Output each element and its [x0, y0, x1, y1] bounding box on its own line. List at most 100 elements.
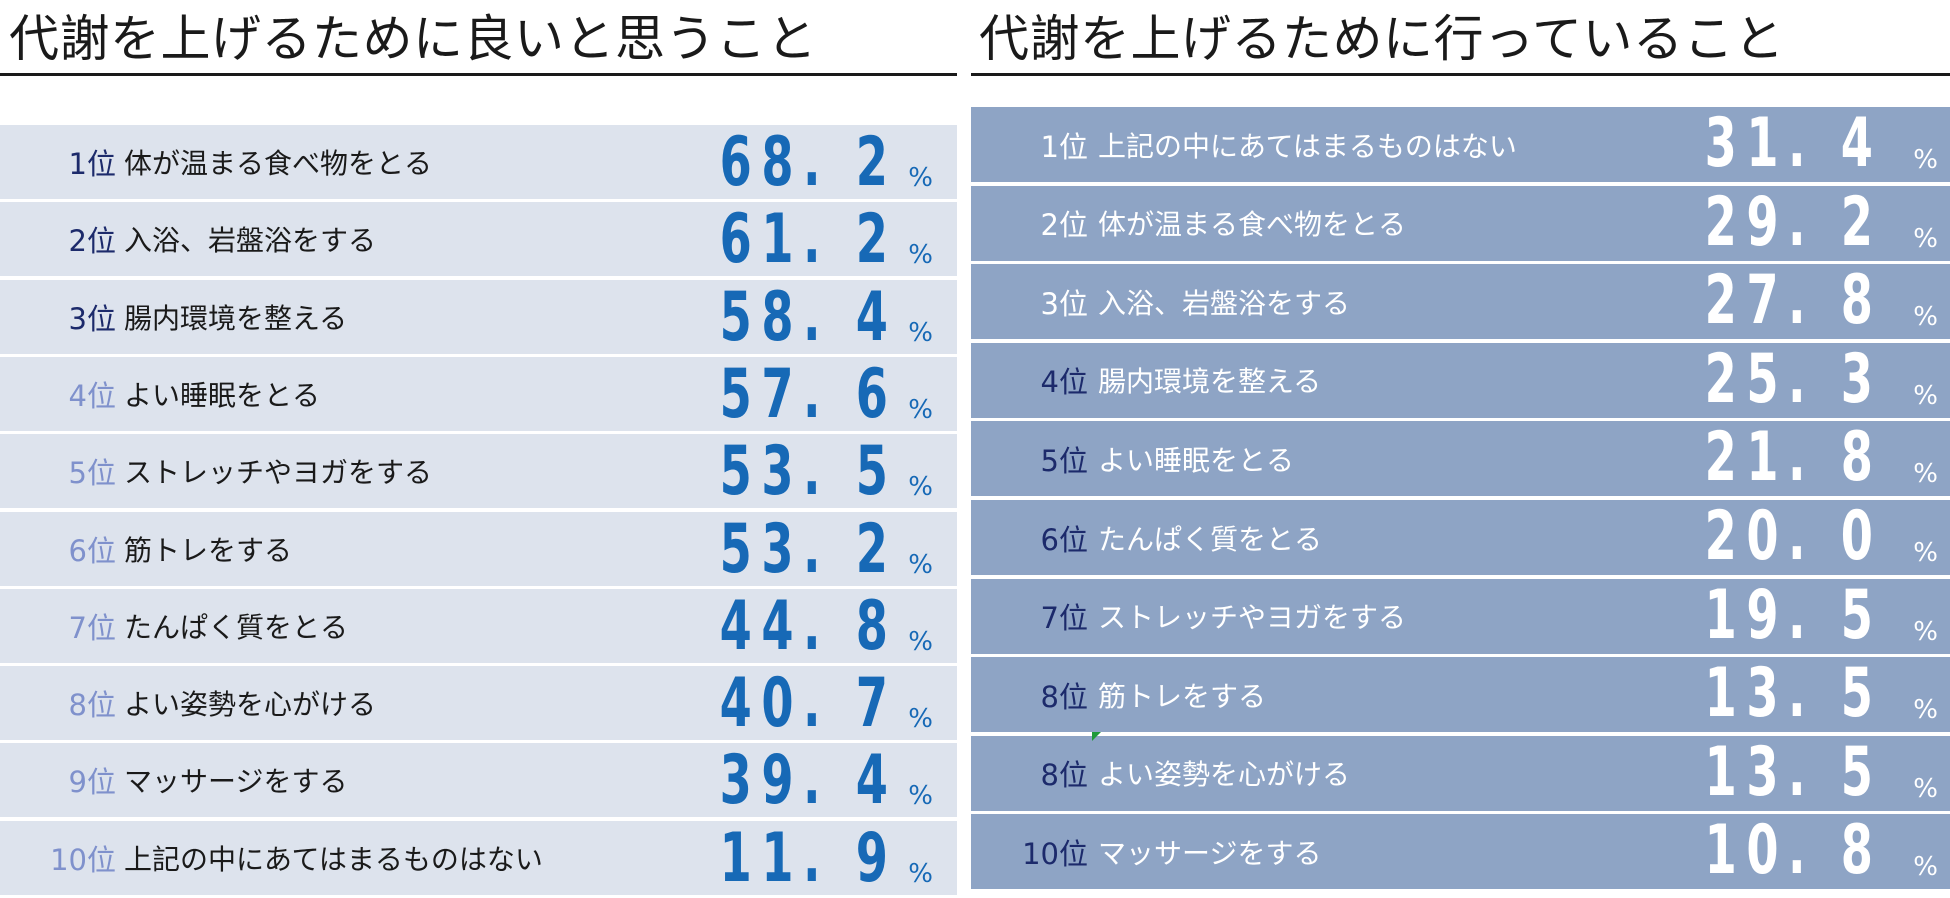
left-ranking-row: 4位 よい睡眠をとる 57. 6%	[0, 354, 957, 434]
percent-value: 20. 0	[1704, 497, 1882, 576]
percent-value: 21. 8	[1704, 418, 1882, 498]
item-label: たんぱく質をとる	[1098, 522, 1323, 556]
rank-label: 2位	[1040, 208, 1088, 243]
right-ranking-row: 3位 入浴、岩盤浴をする 27. 8%	[971, 264, 1950, 340]
item-label: 腸内環境を整える	[1098, 365, 1322, 399]
percent-value: 19. 5	[1704, 575, 1882, 655]
percent-unit: %	[908, 858, 933, 889]
percent-value: 68. 2	[719, 123, 897, 202]
percent-value: 11. 9	[719, 818, 897, 898]
right-title-rule	[971, 73, 1950, 76]
item-label: マッサージをする	[124, 765, 348, 799]
comment-marker-icon	[1092, 731, 1101, 741]
item-label: 筋トレをする	[124, 533, 293, 567]
percent-value: 25. 3	[1704, 339, 1882, 419]
left-ranking-row: 6位 筋トレをする 53. 2%	[0, 509, 957, 589]
rank-label: 10位	[50, 842, 116, 877]
left-ranking-row: 8位 よい姿勢を心がける 40. 7%	[0, 664, 957, 744]
percent-value: 31. 4	[1704, 104, 1882, 183]
item-label: ストレッチやヨガをする	[124, 456, 433, 490]
percent-value: 61. 2	[719, 200, 897, 280]
right-ranking-row: 8位 よい姿勢を心がける 13. 5%	[971, 731, 1950, 812]
percent-unit: %	[908, 317, 933, 348]
item-label: よい姿勢を心がける	[124, 688, 377, 722]
rank-label: 2位	[68, 224, 116, 259]
percent-value: 53. 5	[719, 432, 897, 512]
item-label: 腸内環境を整える	[124, 301, 348, 335]
rank-label: 7位	[1040, 601, 1088, 636]
item-label: よい姿勢を心がける	[1098, 758, 1351, 792]
percent-value: 57. 6	[719, 354, 897, 434]
rank-label: 6位	[1040, 522, 1088, 557]
rank-label: 8位	[1040, 758, 1088, 793]
percent-unit: %	[1913, 773, 1938, 804]
rank-label: 1位	[1040, 129, 1088, 164]
right-ranking-row: 5位 よい睡眠をとる 21. 8%	[971, 418, 1950, 498]
left-ranking-row: 3位 腸内環境を整える 58. 4%	[0, 277, 957, 357]
percent-value: 53. 2	[719, 509, 897, 589]
percent-unit: %	[908, 549, 933, 580]
percent-value: 44. 8	[719, 586, 897, 666]
rank-label: 4位	[68, 378, 116, 413]
percent-unit: %	[908, 704, 933, 735]
percent-unit: %	[1913, 459, 1938, 490]
rank-label: 7位	[68, 610, 116, 645]
right-ranking-row: 10位 マッサージをする 10. 8%	[971, 811, 1950, 891]
percent-value: 13. 5	[1704, 654, 1882, 734]
right-panel-title: 代謝を上げるために行っていること	[979, 10, 1785, 68]
item-label: 入浴、岩盤浴をする	[124, 224, 377, 258]
percent-unit: %	[1913, 145, 1938, 175]
left-ranking-row: 9位 マッサージをする 39. 4%	[0, 741, 957, 821]
item-label: よい睡眠をとる	[1098, 443, 1295, 477]
percent-value: 58. 4	[719, 277, 897, 357]
percent-unit: %	[1913, 538, 1938, 568]
item-label: ストレッチやヨガをする	[1098, 601, 1407, 635]
left-ranking-row: 2位 入浴、岩盤浴をする 61. 2%	[0, 200, 957, 280]
rank-label: 8位	[68, 688, 116, 723]
percent-unit: %	[908, 163, 933, 193]
right-ranking-row: 4位 腸内環境を整える 25. 3%	[971, 339, 1950, 419]
rank-label: 5位	[1040, 443, 1088, 478]
item-label: 入浴、岩盤浴をする	[1098, 286, 1351, 320]
percent-unit: %	[1913, 695, 1938, 726]
item-label: 筋トレをする	[1098, 679, 1267, 713]
percent-value: 13. 5	[1704, 732, 1882, 812]
percent-value: 29. 2	[1704, 182, 1882, 262]
rank-label: 10位	[1022, 836, 1088, 871]
item-label: よい睡眠をとる	[124, 378, 321, 412]
percent-unit: %	[908, 394, 933, 425]
percent-value: 10. 8	[1704, 811, 1882, 891]
rank-label: 3位	[68, 301, 116, 336]
percent-unit: %	[1913, 852, 1938, 883]
rank-label: 6位	[68, 533, 116, 568]
right-ranking-row: 6位 たんぱく質をとる 20. 0%	[971, 500, 1950, 575]
right-ranking-row: 7位 ストレッチやヨガをする 19. 5%	[971, 575, 1950, 655]
left-ranking-row: 10位 上記の中にあてはまるものはない 11. 9%	[0, 818, 957, 898]
percent-unit: %	[908, 240, 933, 271]
left-title-rule	[0, 73, 957, 76]
right-ranking-row: 1位 上記の中にあてはまるものはない 31. 4%	[971, 107, 1950, 182]
item-label: 体が温まる食べ物をとる	[1098, 208, 1407, 242]
percent-value: 40. 7	[719, 664, 897, 744]
item-label: 上記の中にあてはまるものはない	[1098, 129, 1517, 163]
percent-unit: %	[1913, 380, 1938, 411]
percent-unit: %	[1913, 616, 1938, 647]
left-ranking-row: 1位 体が温まる食べ物をとる 68. 2%	[0, 125, 957, 199]
percent-unit: %	[908, 781, 933, 812]
rank-label: 4位	[1040, 365, 1088, 400]
percent-unit: %	[908, 626, 933, 657]
left-ranking-row: 5位 ストレッチやヨガをする 53. 5%	[0, 432, 957, 512]
percent-unit: %	[1913, 223, 1938, 254]
rank-label: 5位	[68, 456, 116, 491]
percent-unit: %	[1913, 302, 1938, 333]
right-ranking-row: 2位 体が温まる食べ物をとる 29. 2%	[971, 182, 1950, 262]
item-label: マッサージをする	[1098, 836, 1322, 870]
percent-unit: %	[908, 472, 933, 503]
rank-label: 9位	[68, 765, 116, 800]
rank-label: 1位	[68, 147, 116, 181]
percent-value: 39. 4	[719, 741, 897, 821]
item-label: たんぱく質をとる	[124, 610, 349, 644]
right-ranking-row: 8位 筋トレをする 13. 5%	[971, 654, 1950, 734]
left-ranking-row: 7位 たんぱく質をとる 44. 8%	[0, 586, 957, 666]
item-label: 体が温まる食べ物をとる	[124, 147, 433, 180]
